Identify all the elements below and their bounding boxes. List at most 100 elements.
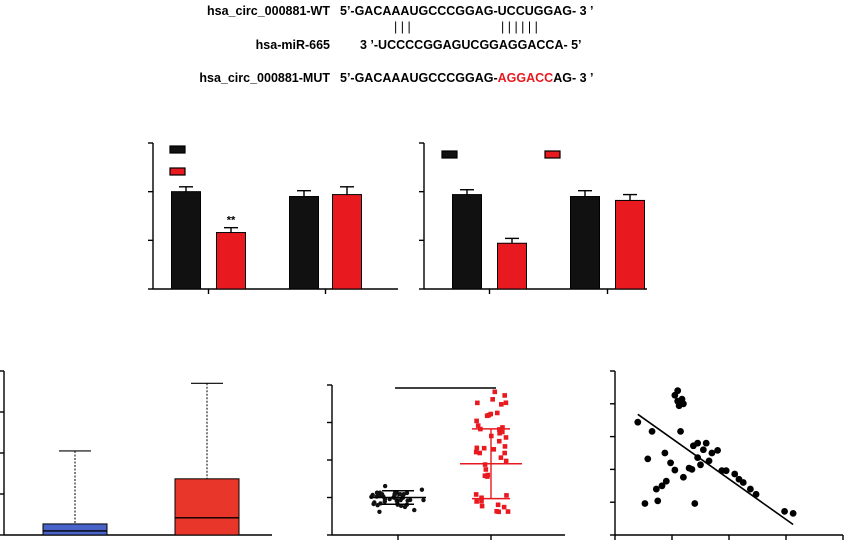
data-point: [374, 490, 380, 495]
bar: [452, 194, 482, 290]
bar: [615, 199, 645, 290]
mut-seq-suffix: AG- 3 ’: [553, 71, 594, 85]
data-point: [662, 477, 670, 485]
data-point: [722, 467, 730, 475]
data-point: [421, 497, 426, 503]
data-point: [689, 442, 697, 450]
mir-sequence: 3 ’-UCCCCGGAGUCGGAGGACCA- 5’: [360, 38, 582, 52]
data-point: [483, 467, 489, 472]
data-point: [404, 490, 410, 496]
wt-sequence: 5’-GACAAAUGCCCGGAG-UCCUGGAG- 3 ’: [340, 4, 594, 18]
box: [42, 523, 108, 536]
data-point: [697, 461, 704, 469]
data-point: [498, 402, 504, 407]
data-point: [503, 400, 509, 406]
data-point: [379, 491, 385, 497]
data-point: [474, 418, 479, 424]
data-point: [481, 445, 487, 451]
data-point: [497, 430, 502, 436]
mut-seq-prefix: 5’-GACAAAUGCCCGGAG-: [340, 71, 498, 85]
data-point: [402, 504, 408, 510]
data-point: [680, 400, 687, 408]
bar: [216, 232, 246, 290]
data-point: [479, 495, 484, 501]
data-point: [501, 504, 507, 510]
data-point: [702, 439, 710, 447]
significance-label: **: [227, 215, 236, 227]
data-point: [648, 427, 656, 435]
data-point: [502, 393, 507, 398]
data-point: [372, 500, 377, 505]
data-point: [378, 501, 383, 506]
data-point: [634, 418, 642, 426]
legend-swatch: [441, 150, 458, 159]
data-point: [500, 425, 505, 430]
bar: [171, 191, 201, 290]
data-point: [677, 427, 684, 435]
data-point: [680, 473, 687, 481]
box: [174, 478, 240, 536]
data-point: [492, 389, 498, 395]
data-point: [691, 500, 699, 507]
box-plot: [0, 370, 272, 536]
data-point: [505, 509, 511, 514]
data-point: [479, 503, 485, 509]
data-point: [789, 509, 797, 517]
data-point: [485, 474, 490, 479]
data-point: [652, 485, 660, 493]
trend-line: [637, 413, 794, 526]
data-point: [495, 502, 501, 508]
data-point: [752, 490, 760, 498]
data-point: [674, 397, 682, 405]
data-point: [688, 466, 696, 473]
mut-sequence: 5’-GACAAAUGCCCGGAG-AGGACCAG- 3 ’: [340, 71, 594, 85]
data-point: [419, 487, 425, 492]
data-point: [674, 387, 682, 395]
data-point: [714, 446, 721, 454]
data-point: [644, 455, 652, 463]
data-point: [397, 491, 403, 497]
data-point: [746, 485, 754, 493]
legend-swatch: [169, 167, 186, 176]
data-point: [739, 479, 747, 486]
data-point: [474, 499, 479, 504]
data-point: [496, 509, 502, 515]
mir-label: hsa-miR-665: [255, 38, 330, 52]
data-point: [671, 466, 679, 474]
correlation-scatter: [610, 370, 844, 540]
data-point: [498, 455, 504, 460]
data-point: [475, 400, 480, 406]
data-point: [473, 492, 479, 497]
data-point: [699, 446, 707, 454]
data-point: [641, 500, 649, 507]
data-point: [708, 449, 716, 457]
data-point: [667, 459, 674, 467]
bar-chart-2: [419, 142, 647, 294]
data-point: [502, 450, 507, 456]
bar: [497, 242, 527, 290]
data-point: [658, 482, 666, 490]
data-point: [781, 507, 788, 515]
data-point: [479, 498, 484, 504]
data-point: [482, 462, 488, 467]
data-point: [500, 429, 505, 435]
data-point: [475, 423, 481, 428]
sequence-alignment: hsa_circ_000881-WT 5’-GACAAAUGCCCGGAG-UC…: [0, 0, 593, 126]
data-point: [694, 454, 702, 461]
data-point: [731, 470, 739, 478]
legend-swatch: [544, 150, 561, 159]
mut-seq-mutated: AGGACC: [497, 71, 554, 85]
legend-swatch: [169, 145, 186, 154]
mut-label: hsa_circ_000881-MUT: [199, 71, 330, 85]
pair-marks-1: | | |: [394, 20, 411, 34]
data-point: [496, 438, 502, 444]
pair-marks-2: | | | | | |: [501, 20, 538, 34]
bar-chart-1: **: [148, 142, 398, 294]
data-point: [504, 493, 509, 498]
data-point: [407, 497, 413, 503]
data-point: [473, 449, 479, 455]
data-point: [412, 507, 417, 513]
data-point: [392, 491, 397, 497]
data-point: [503, 435, 509, 440]
